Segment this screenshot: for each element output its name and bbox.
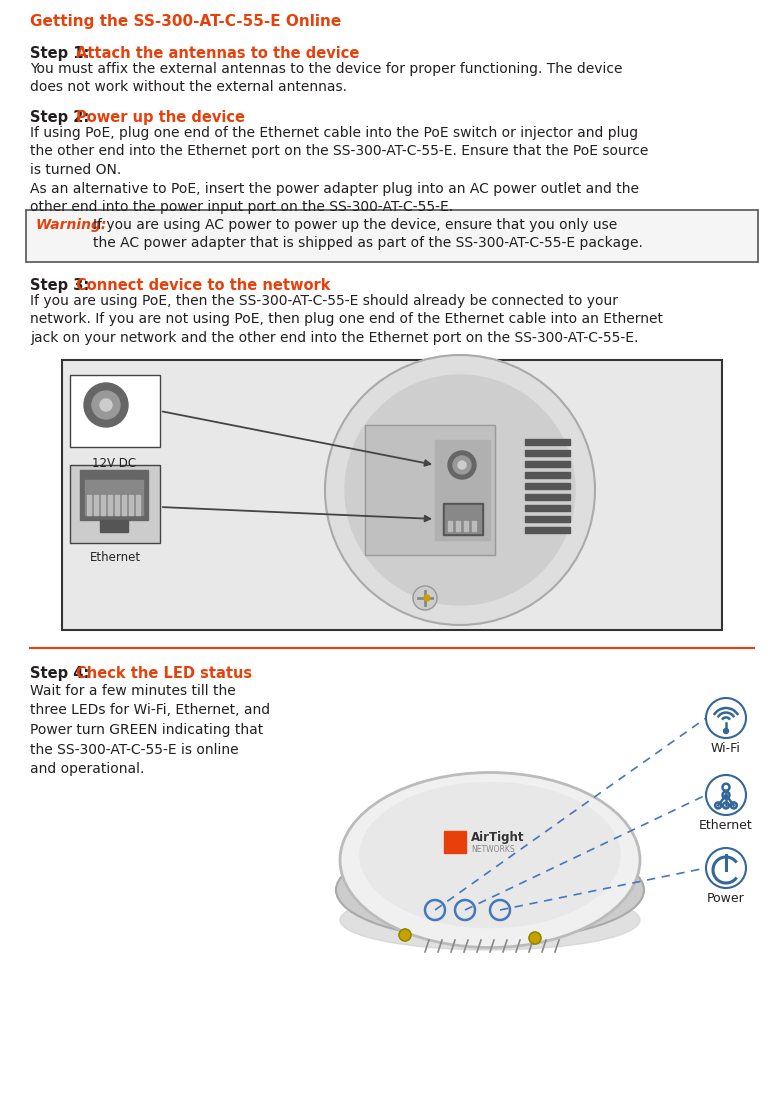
- Circle shape: [529, 932, 541, 944]
- Text: Wi-Fi: Wi-Fi: [711, 742, 741, 755]
- Text: Step 2:: Step 2:: [30, 110, 94, 125]
- Bar: [129, 495, 133, 515]
- Bar: [100, 520, 128, 532]
- Text: If you are using PoE, then the SS-300-AT-C-55-E should already be connected to y: If you are using PoE, then the SS-300-AT…: [30, 294, 663, 345]
- Text: Warning:: Warning:: [36, 218, 111, 233]
- Bar: [365, 425, 495, 555]
- Bar: [525, 439, 570, 445]
- Bar: [115, 495, 119, 515]
- Bar: [464, 521, 468, 531]
- Circle shape: [413, 586, 437, 611]
- Bar: [456, 521, 460, 531]
- Bar: [525, 472, 570, 478]
- Bar: [94, 495, 98, 515]
- Circle shape: [345, 375, 575, 605]
- Circle shape: [424, 595, 430, 601]
- Bar: [435, 440, 490, 540]
- Ellipse shape: [340, 890, 640, 950]
- Circle shape: [92, 391, 120, 419]
- Circle shape: [325, 355, 595, 625]
- Text: Power up the device: Power up the device: [76, 110, 245, 125]
- Text: Step 1:: Step 1:: [30, 46, 95, 61]
- Text: Ethernet: Ethernet: [699, 819, 753, 832]
- Bar: [445, 505, 481, 533]
- Ellipse shape: [360, 782, 620, 928]
- Bar: [87, 495, 91, 515]
- Text: AirTight: AirTight: [471, 831, 524, 843]
- Ellipse shape: [336, 840, 644, 940]
- Bar: [108, 495, 112, 515]
- Text: Check the LED status: Check the LED status: [76, 666, 252, 681]
- Text: Wait for a few minutes till the
three LEDs for Wi-Fi, Ethernet, and
Power turn G: Wait for a few minutes till the three LE…: [30, 684, 270, 776]
- Bar: [525, 450, 570, 456]
- Bar: [443, 503, 483, 534]
- Text: Connect device to the network: Connect device to the network: [76, 278, 331, 293]
- FancyBboxPatch shape: [62, 360, 722, 630]
- Circle shape: [458, 461, 466, 469]
- Text: As an alternative to PoE, insert the power adapter plug into an AC power outlet : As an alternative to PoE, insert the pow…: [30, 182, 639, 215]
- Bar: [85, 480, 143, 515]
- Circle shape: [84, 383, 128, 426]
- Text: NETWORKS: NETWORKS: [471, 845, 514, 854]
- Bar: [122, 495, 126, 515]
- Text: Step 3:: Step 3:: [30, 278, 94, 293]
- Text: Step 4:: Step 4:: [30, 666, 94, 681]
- Bar: [525, 516, 570, 522]
- FancyBboxPatch shape: [70, 375, 160, 447]
- Text: Ethernet: Ethernet: [90, 551, 141, 564]
- Bar: [525, 494, 570, 500]
- Text: Power: Power: [707, 892, 745, 905]
- Circle shape: [100, 399, 112, 411]
- Text: Attach the antennas to the device: Attach the antennas to the device: [76, 46, 359, 61]
- Circle shape: [448, 451, 476, 479]
- Bar: [136, 495, 140, 515]
- Bar: [525, 461, 570, 467]
- Bar: [80, 469, 148, 520]
- Text: If you are using AC power to power up the device, ensure that you only use
the A: If you are using AC power to power up th…: [93, 218, 643, 250]
- Bar: [365, 425, 495, 555]
- Text: If using PoE, plug one end of the Ethernet cable into the PoE switch or injector: If using PoE, plug one end of the Ethern…: [30, 126, 648, 176]
- Bar: [448, 521, 452, 531]
- Circle shape: [453, 456, 471, 474]
- Ellipse shape: [340, 773, 640, 948]
- Text: You must affix the external antennas to the device for proper functioning. The d: You must affix the external antennas to …: [30, 62, 622, 95]
- Text: Getting the SS-300-AT-C-55-E Online: Getting the SS-300-AT-C-55-E Online: [30, 14, 341, 29]
- Bar: [525, 505, 570, 511]
- FancyBboxPatch shape: [70, 465, 160, 543]
- FancyBboxPatch shape: [26, 210, 758, 262]
- Bar: [101, 495, 105, 515]
- Circle shape: [724, 728, 728, 734]
- Bar: [444, 831, 466, 853]
- Bar: [525, 483, 570, 489]
- Bar: [525, 527, 570, 533]
- Bar: [472, 521, 476, 531]
- Circle shape: [399, 929, 411, 941]
- Text: 12V DC: 12V DC: [92, 457, 136, 469]
